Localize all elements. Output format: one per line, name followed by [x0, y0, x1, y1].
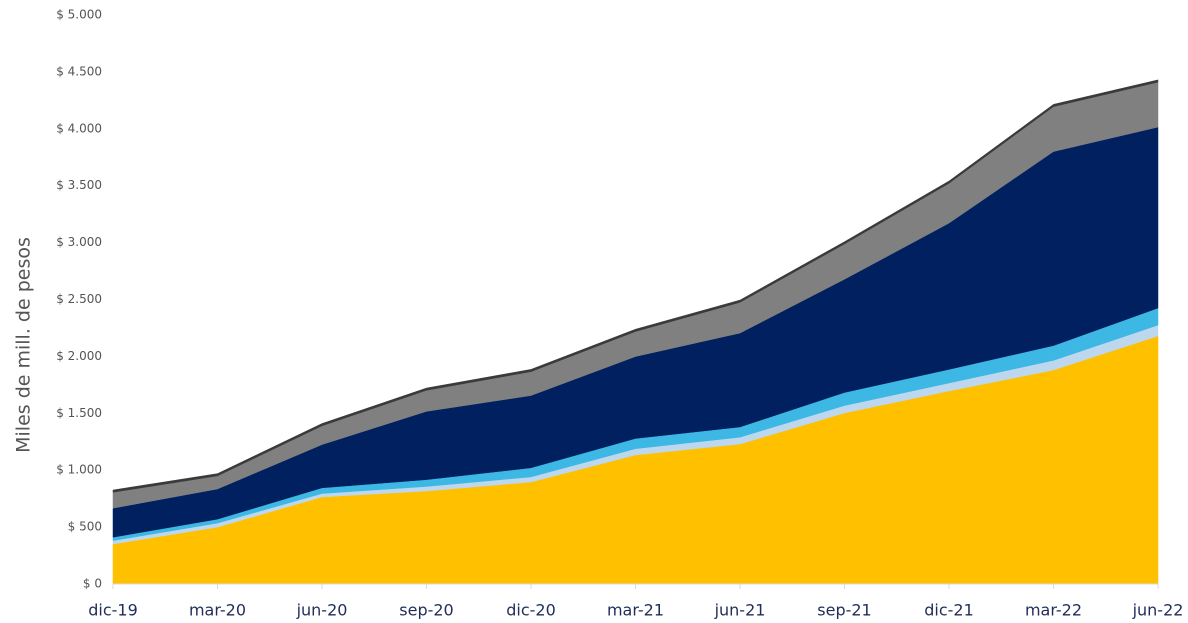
- y-tick-label: $ 3.500: [56, 178, 102, 192]
- x-tick-label: mar-21: [607, 601, 664, 620]
- x-tick-label: sep-21: [817, 601, 871, 620]
- x-tick-label: mar-20: [189, 601, 246, 620]
- y-tick-label: $ 3.000: [56, 235, 102, 249]
- y-tick-label: $ 2.500: [56, 292, 102, 306]
- y-tick-label: $ 4.500: [56, 64, 102, 78]
- y-tick-label: $ 4.000: [56, 121, 102, 135]
- y-tick-label: $ 5.000: [56, 8, 102, 22]
- x-tick-label: jun-21: [714, 601, 766, 620]
- y-axis-label: Miles de mill. de pesos: [13, 237, 35, 453]
- x-tick-label: jun-22: [1132, 601, 1184, 620]
- y-tick-label: $ 1.500: [56, 406, 102, 420]
- x-tick-label: sep-20: [399, 601, 453, 620]
- x-tick-label: dic-20: [506, 601, 556, 620]
- y-tick-label: $ 0: [83, 577, 102, 591]
- y-tick-label: $ 500: [68, 520, 102, 534]
- y-tick-label: $ 1.000: [56, 463, 102, 477]
- x-tick-label: mar-22: [1025, 601, 1082, 620]
- area: [112, 79, 1159, 493]
- x-tick-label: jun-20: [296, 601, 348, 620]
- y-tick-label: $ 2.000: [56, 349, 102, 363]
- x-tick-label: dic-21: [924, 601, 974, 620]
- x-tick-label: dic-19: [88, 601, 138, 620]
